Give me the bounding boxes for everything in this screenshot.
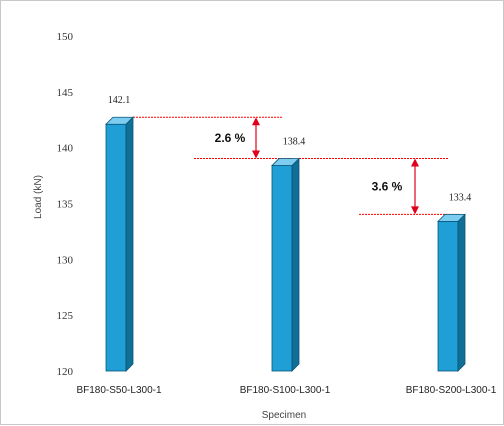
y-tick-label: 145 (57, 87, 74, 99)
percent-annotations: 2.6 % 3.6 % (215, 117, 419, 215)
percent-label: 3.6 % (372, 179, 403, 193)
bar (271, 157, 300, 372)
bar (105, 116, 134, 372)
y-axis-label: Load (kN) (33, 175, 44, 219)
x-category-label: BF180-S100-L300-1 (240, 385, 331, 396)
percent-label: 2.6 % (215, 131, 246, 145)
percent-arrow (411, 158, 419, 215)
arrow-head-down (411, 206, 419, 215)
bar-top (271, 158, 300, 166)
bar-side (457, 213, 466, 372)
bar (437, 213, 466, 372)
y-tick-label: 130 (57, 254, 74, 266)
bar-top (437, 213, 466, 222)
bar-front (437, 220, 459, 372)
data-label: 133.4 (449, 192, 472, 203)
bar-front (105, 123, 127, 372)
bar-top (105, 116, 134, 125)
reference-lines (133, 116, 459, 215)
x-category-label: BF180-S200-L300-1 (406, 385, 497, 396)
data-label: 138.4 (283, 137, 306, 148)
x-category-label: BF180-S50-L300-1 (76, 385, 161, 396)
arrow-head-down (252, 150, 260, 159)
arrow-head-up (252, 117, 260, 126)
y-tick-label: 125 (57, 310, 74, 322)
data-labels: 142.1 138.4 133.4 (108, 95, 472, 203)
data-label: 142.1 (108, 95, 131, 106)
y-tick-label: 135 (57, 199, 74, 211)
y-tick-label: 120 (57, 366, 74, 378)
bar-side (125, 116, 134, 372)
bar-front (271, 165, 293, 372)
bar-side (291, 157, 300, 372)
arrow-head-up (411, 158, 419, 167)
x-axis-categories: BF180-S50-L300-1 BF180-S100-L300-1 BF180-S… (76, 385, 496, 396)
y-tick-label: 140 (57, 143, 74, 155)
bars (105, 116, 466, 372)
y-tick-label: 150 (57, 31, 74, 43)
y-axis-ticks: 120 125 130 135 140 145 150 (57, 31, 74, 378)
x-axis-label: Specimen (262, 410, 306, 421)
percent-arrow (252, 117, 260, 159)
